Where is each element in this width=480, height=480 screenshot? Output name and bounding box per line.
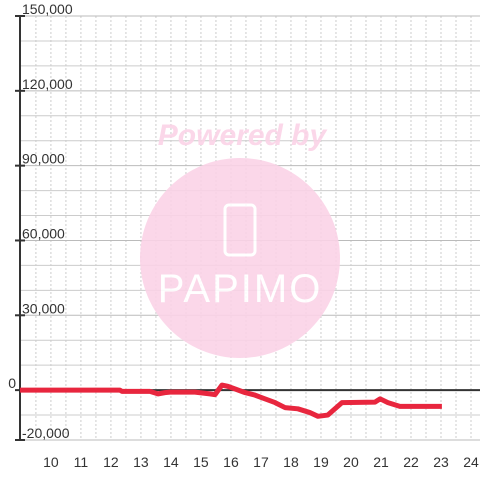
x-tick-label: 17	[253, 454, 269, 470]
watermark-title: Powered by	[158, 119, 328, 152]
x-tick-label: 10	[43, 454, 59, 470]
x-tick-label: 21	[373, 454, 389, 470]
y-tick-label: 90,000	[22, 151, 65, 167]
x-tick-label: 12	[103, 454, 119, 470]
x-tick-label: 24	[463, 454, 479, 470]
x-tick-label: 23	[433, 454, 449, 470]
x-tick-label: 14	[163, 454, 179, 470]
plot: -20,000 0 30,000 60,000 90,000 120,000 150,000…	[8, 1, 480, 470]
y-tick-label: 150,000	[22, 1, 73, 17]
y-tick-label: 120,000	[22, 76, 73, 92]
x-tick-label: 19	[313, 454, 329, 470]
line-series	[20, 382, 442, 419]
y-tick-label: -20,000	[22, 425, 70, 441]
x-tick-label: 18	[283, 454, 299, 470]
y-tick-label: 60,000	[22, 225, 65, 241]
watermark: Powered by PAPIMO	[140, 119, 340, 358]
x-tick-label: 11	[74, 454, 89, 470]
watermark-logo: PAPIMO	[158, 267, 323, 311]
watermark-phone	[223, 203, 257, 257]
x-tick-label: 15	[193, 454, 209, 470]
y-tick-label: 30,000	[22, 300, 65, 316]
y-tick-label: 0	[8, 375, 16, 391]
x-tick-label: 20	[343, 454, 359, 470]
x-tick-label: 16	[223, 454, 239, 470]
watermark-circle	[140, 158, 340, 358]
x-tick-label: 22	[403, 454, 419, 470]
x-tick-label: 13	[133, 454, 149, 470]
